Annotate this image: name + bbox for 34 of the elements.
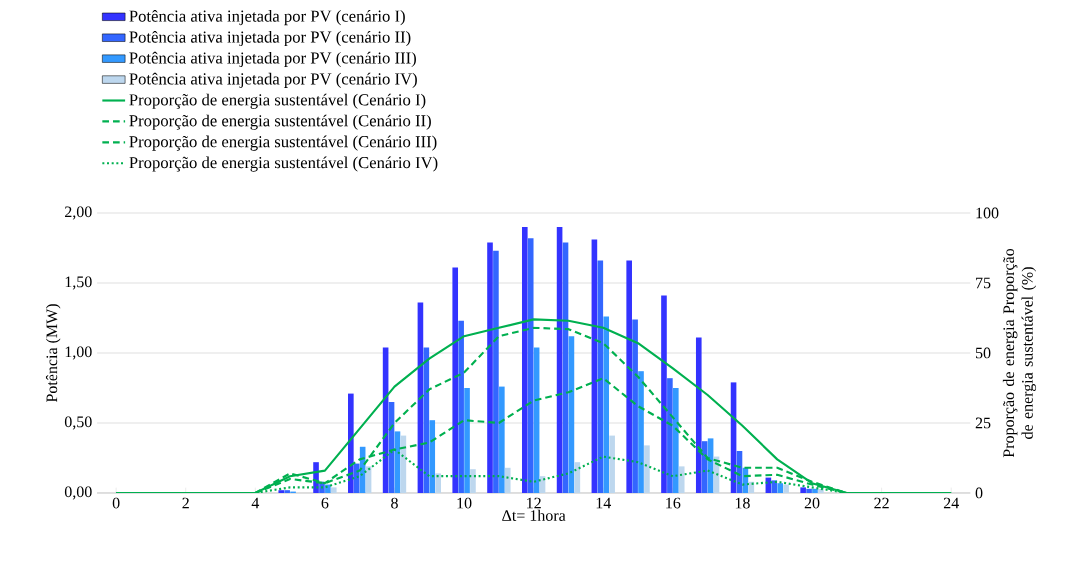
y2-tick-label: 75: [976, 277, 991, 289]
legend-label: Potência ativa injetada por PV (cenário III): [129, 51, 416, 68]
x-tick-label: 22: [874, 497, 889, 509]
legend-label: Proporção de energia sustentável (Cenário IV): [129, 156, 438, 172]
x-axis-title: Δt= 1hora: [502, 509, 566, 521]
y2-tick-label: 25: [975, 417, 991, 429]
legend-label: Proporção de energia sustentável (Cenário I): [129, 93, 426, 109]
y2-tick-label: 50: [975, 347, 991, 359]
legend-label: Proporção de energia sustentável (Cenário III): [129, 135, 437, 151]
legend-label: Potência ativa injetada por PV (cenário II): [129, 30, 411, 47]
x-tick-label: 6: [321, 497, 329, 509]
y-tick-label: 0,00: [64, 486, 92, 500]
y2-axis-title: Proporção de energia Proporção de energia sustentável (%): [1002, 248, 1037, 458]
x-tick-label: 8: [391, 497, 398, 509]
legend-label: Potência ativa injetada por PV (cenário IV): [129, 72, 417, 88]
y2-tick-label: 0: [975, 487, 983, 499]
y-axis-title: Potência (MW): [45, 304, 61, 403]
x-tick-label: 24: [943, 497, 959, 509]
x-tick-label: 4: [251, 497, 260, 509]
x-tick-label: 0: [112, 497, 120, 509]
x-tick-label: 10: [457, 497, 472, 509]
legend-label: Potência ativa injetada por PV (cenário I): [129, 9, 405, 26]
x-tick-label: 18: [735, 497, 750, 509]
y-tick-label: 0,50: [64, 416, 92, 430]
y-tick-label: 1,00: [65, 346, 92, 360]
x-tick-label: 20: [804, 497, 820, 509]
y2-tick-label: 100: [976, 207, 999, 219]
legend-label: Proporção de energia sustentável (Cenário II): [129, 114, 431, 130]
y-tick-label: 1,50: [65, 276, 92, 290]
x-tick-label: 12: [527, 497, 541, 509]
y-tick-label: 2,00: [65, 206, 92, 220]
x-tick-label: 2: [182, 497, 189, 509]
x-tick-label: 16: [666, 497, 681, 509]
x-tick-label: 14: [596, 497, 612, 509]
